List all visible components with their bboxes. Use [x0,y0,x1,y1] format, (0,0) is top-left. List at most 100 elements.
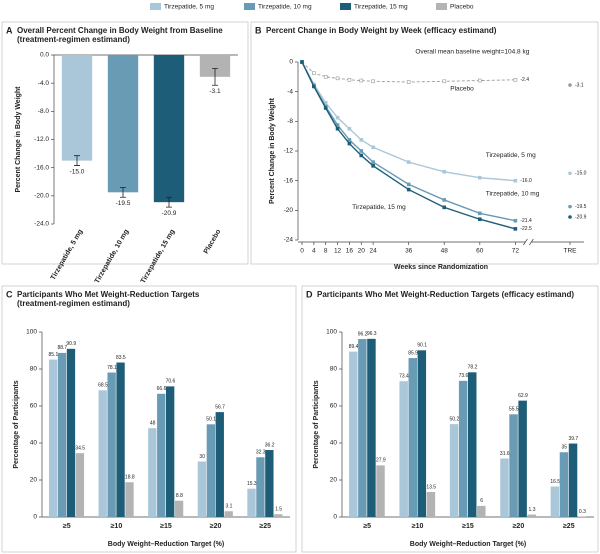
panel-title: Overall Percent Change in Body Weight fr… [17,26,223,35]
bar [247,488,256,517]
legend-swatch [150,3,161,10]
x-tick-label: ≥25 [259,523,271,530]
y-tick-label: 60 [330,403,338,410]
panel-title: Participants Who Met Weight-Reduction Ta… [317,290,574,299]
value-label: -19.5 [116,200,131,207]
x-tick-label: 0 [300,248,304,255]
bar [449,424,459,517]
point [406,187,411,192]
series-label: Placebo [450,85,474,92]
point [442,169,447,174]
value-label: 1.3 [529,507,536,513]
x-tick-label: ≥5 [63,523,71,530]
point [312,84,316,89]
x-tick-label: 48 [441,248,449,255]
x-tick-label: 8 [324,248,328,255]
point [442,205,447,210]
value-label: 1.5 [275,507,282,513]
y-tick-label: 20 [30,477,38,484]
x-axis [298,238,584,246]
panel-title: Participants Who Met Weight-Reduction Ta… [17,290,200,299]
x-tick-label: 4 [312,248,316,255]
legend-label: Tirzepatide, 10 mg [258,4,312,11]
value-label: 62.9 [518,393,528,399]
point [442,79,447,84]
point [442,198,447,202]
point [323,75,328,79]
end-label: -22.5 [520,226,532,232]
panel-letter: C [6,289,13,299]
point [406,80,411,84]
y-tick-label: 60 [30,403,38,410]
series-line [301,61,516,230]
x-tick-label: ≥10 [412,523,424,530]
point [513,227,518,231]
x-tick-label: Tirzepatide, 5 mg [50,228,85,281]
point [477,175,482,180]
bar [166,386,175,517]
bar [125,482,134,517]
x-axis-label: Body Weight–Reduction Target (%) [410,541,526,548]
bar [568,443,578,517]
y-tick-label: -8 [287,118,293,125]
point [347,78,352,82]
point [312,71,316,75]
y-axis-label: Percentage of Participants [13,380,20,468]
x-tick-label: Tirzepatide, 10 mg [94,228,131,284]
bar [509,414,518,517]
point [371,145,375,150]
bar [157,393,166,517]
x-tick-label: 20 [358,248,366,255]
y-tick-label: -20 [284,207,294,214]
value-label: 35 [561,445,567,451]
x-tick-label: ≥25 [563,523,575,530]
y-tick-label: -20.0 [34,193,49,200]
error-bar [74,155,80,166]
series-line [301,61,516,222]
annotation: Overall mean baseline weight=104.8 kg [415,49,529,56]
bar [224,511,233,517]
error-bar [120,186,126,198]
end-label: -21.4 [520,218,532,224]
value-label: 73.4 [399,374,409,380]
value-label: 89.4 [349,344,359,350]
point [477,211,482,216]
point [335,76,340,81]
value-label: 8.8 [176,493,183,499]
bar [153,55,185,203]
value-label: 83.5 [116,355,126,361]
legend-label: Placebo [450,4,474,11]
value-label: 18.8 [125,475,135,481]
y-axis-label: Percentage of Participants [313,380,320,468]
point [335,115,340,120]
y-tick-label: 80 [30,366,38,373]
x-tick-label: 36 [405,248,413,255]
value-label: 50.1 [206,417,216,423]
y-axis-label: Percent Change in Body Weight [269,97,276,204]
bar [174,500,184,517]
point [359,149,364,153]
x-tick-label: Placebo [203,228,222,255]
x-tick-label: 72 [512,248,520,255]
value-label: 78.1 [107,365,117,371]
point [371,79,375,84]
point [359,138,364,142]
x-tick-label: 60 [476,248,484,255]
x-tick-label: ≥20 [210,523,222,530]
value-label: 56.7 [215,404,225,410]
value-label: 3.1 [226,504,233,510]
bar [358,339,367,517]
tre-point [568,83,572,87]
legend-swatch [340,3,351,10]
bar [197,461,207,517]
value-label: 85.9 [408,350,418,356]
point [359,153,364,158]
panel-letter: B [255,25,262,35]
legend-swatch [244,3,255,10]
panel-frame [1,285,297,553]
tre-label: -20.9 [575,214,587,220]
point [406,160,411,164]
legend-label: Tirzepatide, 15 mg [354,4,408,11]
point [335,126,340,131]
bar [66,348,76,517]
